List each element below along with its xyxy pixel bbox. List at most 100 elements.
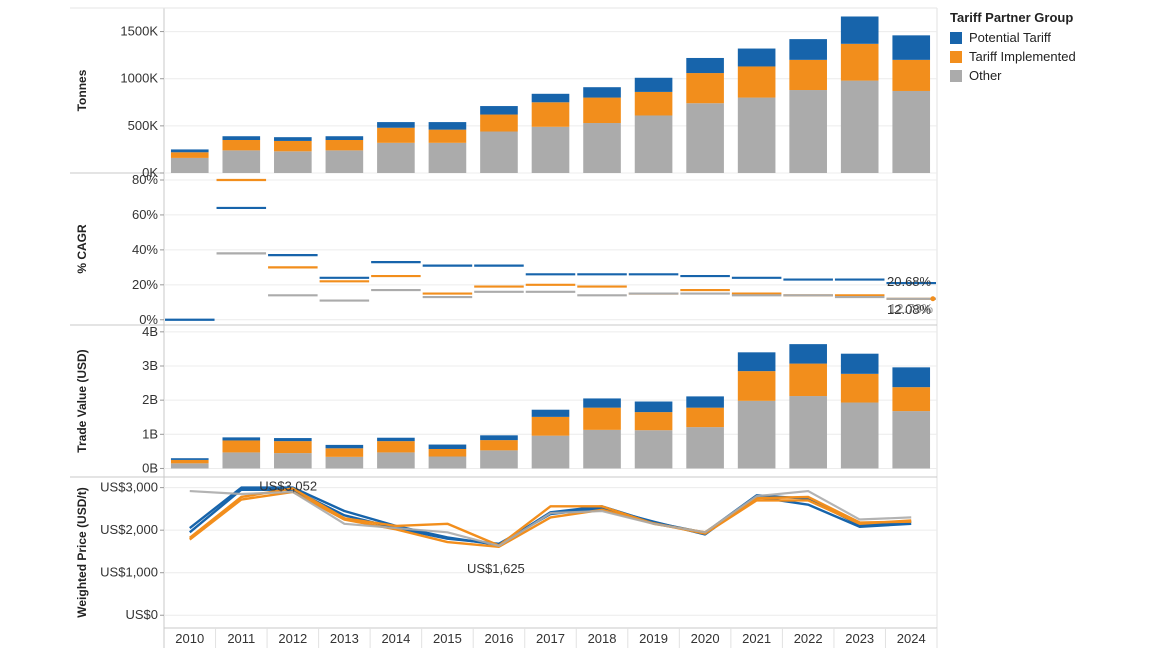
y-tick-label: 60% xyxy=(132,207,158,222)
cagr-end-marker xyxy=(930,296,936,302)
bar-other-2013 xyxy=(325,150,364,173)
bar-potential-tariff-2022 xyxy=(789,344,827,364)
bar-tariff-implemented-2022 xyxy=(789,363,827,397)
legend: Tariff Partner Group Potential Tariff Ta… xyxy=(950,10,1160,85)
cagr-annotation-potential: 20.68% xyxy=(887,274,932,289)
legend-swatch-potential-tariff xyxy=(950,31,962,44)
bar-potential-tariff-2023 xyxy=(840,353,879,374)
bar-other-2011 xyxy=(222,452,261,469)
bar-other-2018 xyxy=(583,429,621,469)
legend-title: Tariff Partner Group xyxy=(950,10,1074,25)
price-annotation-max: US$3,052 xyxy=(259,478,317,493)
bar-other-2021 xyxy=(737,97,776,173)
bar-tariff-implemented-2017 xyxy=(531,416,570,436)
bar-potential-tariff-2020 xyxy=(686,57,724,74)
bar-potential-tariff-2018 xyxy=(583,87,621,98)
bar-tariff-implemented-2016 xyxy=(480,114,518,132)
bar-potential-tariff-2024 xyxy=(892,367,931,388)
bar-other-2024 xyxy=(892,90,931,173)
legend-swatch-tariff-implemented xyxy=(950,50,962,63)
bar-other-2012 xyxy=(274,453,312,469)
y-tick-label: 0K xyxy=(142,165,158,180)
bar-other-2019 xyxy=(634,115,673,173)
x-tick-label-2011: 2011 xyxy=(227,631,255,646)
bar-other-2013 xyxy=(325,456,364,469)
x-tick-label-2018: 2018 xyxy=(588,631,617,646)
bar-tariff-implemented-2011 xyxy=(222,440,261,453)
chart-panels: 0K 500K 1000K 1500K Tonnes 0% 20% 40% 60% 80% % CA… xyxy=(70,7,938,648)
legend-swatch-other xyxy=(950,69,962,82)
y-tick-label: US$0 xyxy=(125,607,158,622)
legend-item-other[interactable]: Other xyxy=(950,66,1160,85)
bar-tariff-implemented-2015 xyxy=(428,129,467,143)
panel-weighted-price-usd-t: US$0 US$1,000 US$2,000 US$3,000 Weighted Pri… xyxy=(75,478,937,622)
y-tick-label: 1000K xyxy=(120,71,158,86)
bar-potential-tariff-2022 xyxy=(789,39,827,60)
bar-tariff-implemented-2012 xyxy=(274,140,312,152)
bar-potential-tariff-2015 xyxy=(428,444,467,449)
bar-other-2010 xyxy=(170,157,209,173)
x-tick-label-2022: 2022 xyxy=(794,631,823,646)
bar-other-2020 xyxy=(686,427,724,469)
bar-potential-tariff-2014 xyxy=(377,122,415,128)
bar-potential-tariff-2017 xyxy=(531,93,570,103)
bar-potential-tariff-2019 xyxy=(634,401,673,413)
bar-other-2021 xyxy=(737,400,776,469)
price-annotation-min: US$1,625 xyxy=(467,561,525,576)
bar-tariff-implemented-2010 xyxy=(170,152,209,158)
bar-potential-tariff-2019 xyxy=(634,77,673,92)
y-tick-label: 0% xyxy=(139,312,158,327)
bar-potential-tariff-2010 xyxy=(170,458,209,460)
bar-other-2023 xyxy=(840,80,879,173)
x-tick-label-2017: 2017 xyxy=(536,631,565,646)
price-line-other-4 xyxy=(189,489,912,548)
bar-potential-tariff-2013 xyxy=(325,444,364,449)
bar-tariff-implemented-2024 xyxy=(892,387,931,412)
bar-tariff-implemented-2020 xyxy=(686,407,724,428)
bar-tariff-implemented-2023 xyxy=(840,373,879,403)
bar-other-2014 xyxy=(377,142,415,173)
bar-potential-tariff-2011 xyxy=(222,136,261,140)
legend-item-potential-tariff[interactable]: Potential Tariff xyxy=(950,28,1160,47)
bar-potential-tariff-2010 xyxy=(170,149,209,153)
bar-tariff-implemented-2019 xyxy=(634,91,673,116)
cagr-annotation-implemented: 12.08% xyxy=(887,302,932,317)
bar-other-2016 xyxy=(480,131,518,173)
bar-other-2015 xyxy=(428,142,467,173)
bar-other-2011 xyxy=(222,150,261,173)
bar-tariff-implemented-2016 xyxy=(480,440,518,451)
bar-other-2016 xyxy=(480,450,518,469)
x-tick-label-2010: 2010 xyxy=(175,631,204,646)
bar-potential-tariff-2012 xyxy=(274,438,312,442)
x-axis: 2010 2011 2012 2013 2014 2015 2016 2017 2018 2019… xyxy=(175,628,938,648)
bar-tariff-implemented-2019 xyxy=(634,412,673,431)
panel-trade-value-usd: 0B 1B 2B 3B 4B Trade Value (USD) xyxy=(75,324,937,475)
bar-tariff-implemented-2013 xyxy=(325,140,364,151)
bar-other-2023 xyxy=(840,402,879,469)
bar-tariff-implemented-2024 xyxy=(892,59,931,91)
bar-potential-tariff-2012 xyxy=(274,137,312,141)
x-tick-label-2024: 2024 xyxy=(897,631,926,646)
legend-label-potential-tariff: Potential Tariff xyxy=(969,30,1051,45)
bar-other-2022 xyxy=(789,90,827,173)
x-tick-label-2014: 2014 xyxy=(381,631,410,646)
x-tick-label-2023: 2023 xyxy=(845,631,874,646)
legend-label-tariff-implemented: Tariff Implemented xyxy=(969,49,1076,64)
price-line-tariff-implemented-2 xyxy=(189,487,912,547)
bar-potential-tariff-2015 xyxy=(428,122,467,130)
bar-potential-tariff-2016 xyxy=(480,106,518,115)
y-axis-title: Trade Value (USD) xyxy=(75,349,89,452)
cagr-annotation-other: 12.73% xyxy=(889,301,934,316)
bar-potential-tariff-2021 xyxy=(737,48,776,67)
legend-item-tariff-implemented[interactable]: Tariff Implemented xyxy=(950,47,1160,66)
bar-potential-tariff-2011 xyxy=(222,437,261,441)
bar-potential-tariff-2020 xyxy=(686,396,724,408)
bar-potential-tariff-2014 xyxy=(377,437,415,442)
bar-other-2014 xyxy=(377,452,415,469)
y-tick-label: 2B xyxy=(142,392,158,407)
bar-potential-tariff-2013 xyxy=(325,136,364,140)
x-tick-label-2012: 2012 xyxy=(278,631,307,646)
bar-tariff-implemented-2018 xyxy=(583,97,621,124)
bar-tariff-implemented-2010 xyxy=(170,459,209,464)
